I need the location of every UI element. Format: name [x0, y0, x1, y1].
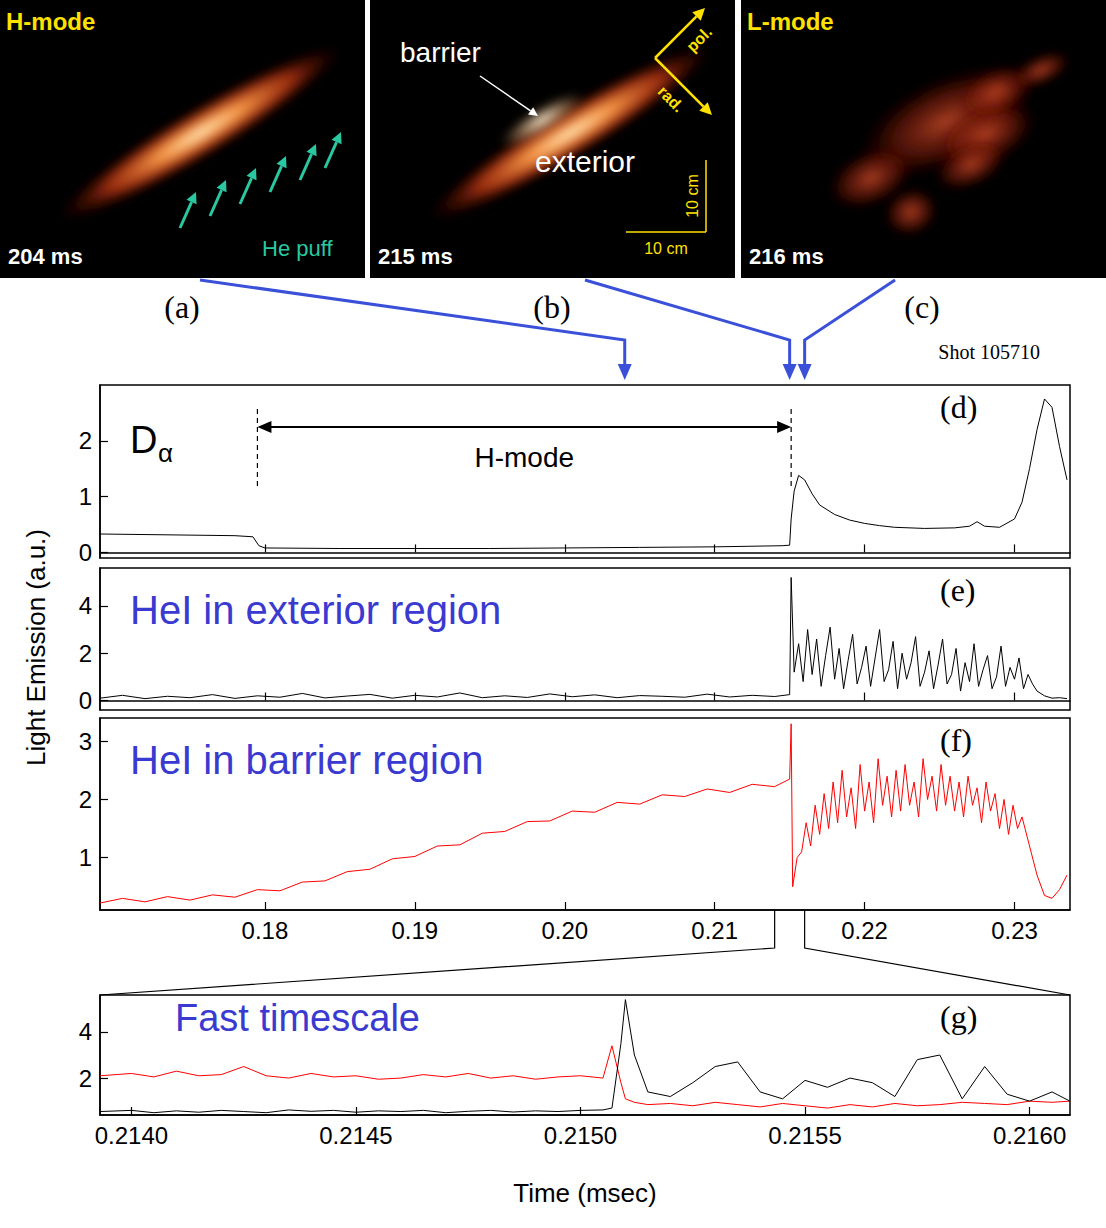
svg-text:0.2145: 0.2145	[319, 1122, 392, 1149]
svg-text:H-mode: H-mode	[474, 442, 574, 473]
svg-text:1: 1	[79, 844, 92, 871]
svg-text:215 ms: 215 ms	[378, 244, 453, 269]
svg-text:Time (msec): Time (msec)	[513, 1178, 656, 1208]
svg-text:HeI in exterior region: HeI in exterior region	[130, 588, 501, 632]
svg-text:0.21: 0.21	[691, 917, 738, 944]
svg-text:0.2150: 0.2150	[544, 1122, 617, 1149]
svg-text:Shot 105710: Shot 105710	[938, 341, 1040, 363]
svg-text:(g): (g)	[940, 999, 977, 1035]
svg-text:D: D	[130, 419, 157, 461]
svg-text:Fast timescale: Fast timescale	[175, 997, 420, 1039]
svg-text:0.2155: 0.2155	[768, 1122, 841, 1149]
svg-text:2: 2	[79, 786, 92, 813]
svg-text:H-mode: H-mode	[6, 8, 95, 35]
svg-text:0.19: 0.19	[391, 917, 438, 944]
svg-text:10 cm: 10 cm	[644, 240, 688, 257]
svg-text:2: 2	[79, 640, 92, 667]
svg-text:204 ms: 204 ms	[8, 244, 83, 269]
svg-text:α: α	[158, 438, 173, 468]
svg-text:(b): (b)	[533, 289, 570, 325]
svg-text:0.20: 0.20	[541, 917, 588, 944]
svg-text:pol.: pol.	[683, 23, 715, 55]
svg-text:0.2140: 0.2140	[95, 1122, 168, 1149]
svg-text:HeI in barrier region: HeI in barrier region	[130, 738, 484, 782]
svg-text:0: 0	[79, 687, 92, 714]
svg-text:3: 3	[79, 728, 92, 755]
svg-text:(d): (d)	[940, 389, 977, 425]
svg-text:0.2160: 0.2160	[993, 1122, 1066, 1149]
svg-text:(c): (c)	[904, 289, 940, 325]
svg-text:(f): (f)	[940, 722, 972, 758]
svg-text:2: 2	[79, 427, 92, 454]
svg-text:exterior: exterior	[535, 145, 635, 178]
svg-text:4: 4	[79, 592, 92, 619]
svg-text:(e): (e)	[940, 572, 976, 608]
svg-text:4: 4	[79, 1018, 92, 1045]
svg-text:rad.: rad.	[655, 83, 688, 116]
svg-text:0.18: 0.18	[242, 917, 289, 944]
svg-text:barrier: barrier	[400, 37, 481, 68]
svg-text:1: 1	[79, 483, 92, 510]
svg-text:10 cm: 10 cm	[684, 174, 701, 218]
svg-text:Light Emission (a.u.): Light Emission (a.u.)	[21, 529, 51, 766]
svg-text:216 ms: 216 ms	[749, 244, 824, 269]
svg-text:0.22: 0.22	[841, 917, 888, 944]
svg-text:He puff: He puff	[262, 236, 333, 261]
svg-text:(a): (a)	[164, 289, 200, 325]
svg-text:L-mode: L-mode	[747, 8, 834, 35]
svg-text:0: 0	[79, 539, 92, 566]
svg-text:2: 2	[79, 1065, 92, 1092]
svg-text:0.23: 0.23	[991, 917, 1038, 944]
